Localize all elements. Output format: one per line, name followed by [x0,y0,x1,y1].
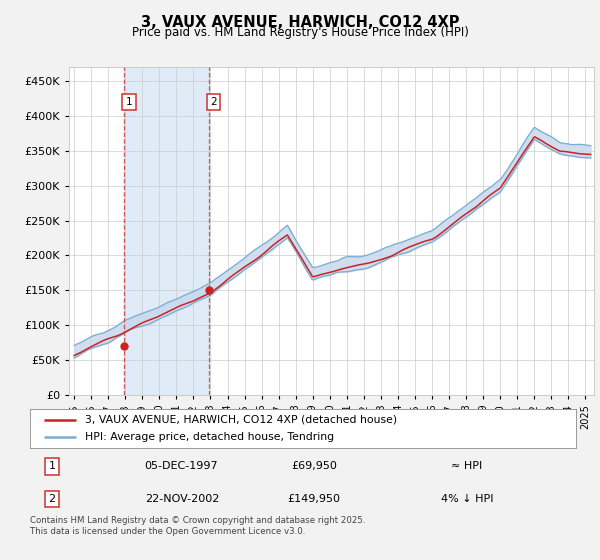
Text: 3, VAUX AVENUE, HARWICH, CO12 4XP: 3, VAUX AVENUE, HARWICH, CO12 4XP [141,15,459,30]
Text: Price paid vs. HM Land Registry's House Price Index (HPI): Price paid vs. HM Land Registry's House … [131,26,469,39]
Text: Contains HM Land Registry data © Crown copyright and database right 2025.
This d: Contains HM Land Registry data © Crown c… [30,516,365,536]
Text: HPI: Average price, detached house, Tendring: HPI: Average price, detached house, Tend… [85,432,334,442]
Bar [124,67,209,395]
Text: ≈ HPI: ≈ HPI [451,461,482,472]
Text: 4% ↓ HPI: 4% ↓ HPI [440,494,493,504]
Text: 2: 2 [48,494,55,504]
Text: £69,950: £69,950 [291,461,337,472]
Text: 3, VAUX AVENUE, HARWICH, CO12 4XP (detached house): 3, VAUX AVENUE, HARWICH, CO12 4XP (detac… [85,415,397,425]
Text: 1: 1 [49,461,55,472]
Text: £149,950: £149,950 [287,494,340,504]
Text: 2: 2 [211,97,217,107]
Text: 1: 1 [125,97,133,107]
Text: 05-DEC-1997: 05-DEC-1997 [145,461,218,472]
Text: 22-NOV-2002: 22-NOV-2002 [145,494,219,504]
